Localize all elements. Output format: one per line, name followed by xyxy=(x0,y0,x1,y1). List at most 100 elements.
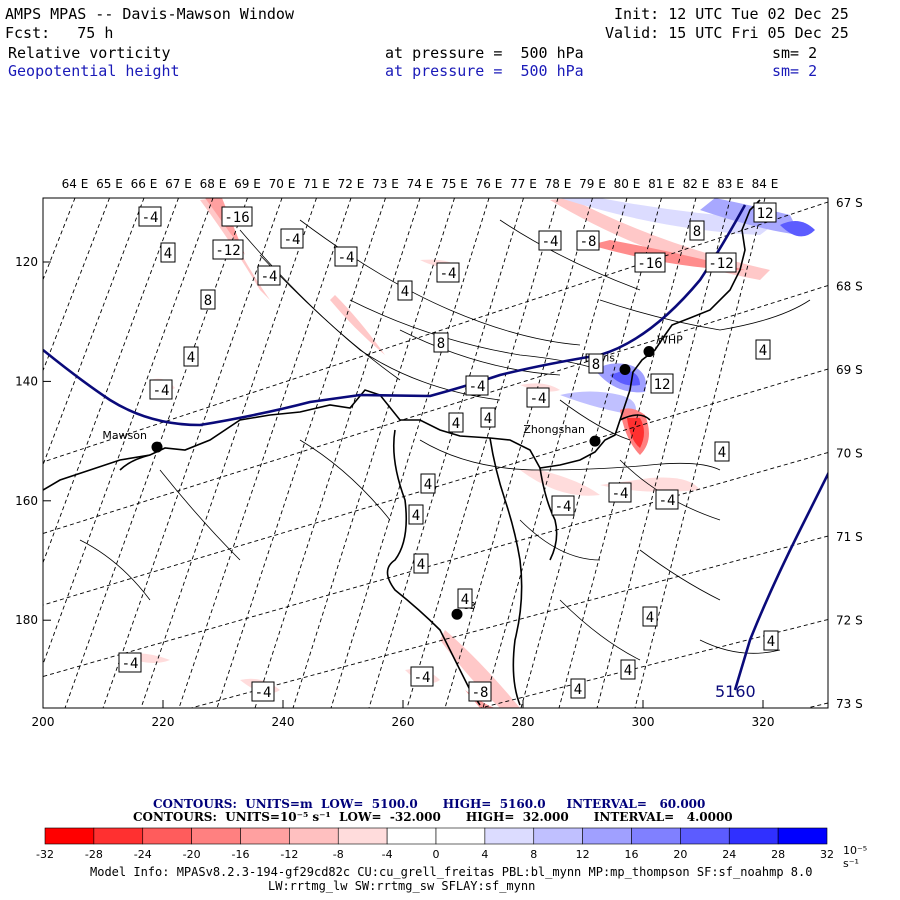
vorticity-label: 4 xyxy=(408,504,424,525)
svg-text:4: 4 xyxy=(164,246,172,262)
x-tick-label: 220 xyxy=(152,715,175,729)
svg-text:-4: -4 xyxy=(338,250,355,266)
x-tick-label: 240 xyxy=(272,715,295,729)
lon-label: 72 E xyxy=(338,177,365,191)
meridian-line xyxy=(43,198,214,666)
meridian-line xyxy=(444,198,593,708)
vorticity-label: 8 xyxy=(689,220,705,241)
meridian-line xyxy=(43,198,179,564)
lat-label: 71 S xyxy=(836,530,863,544)
height-contour-label: 5160 xyxy=(715,682,756,701)
colorbar-value: 20 xyxy=(673,848,688,861)
lon-label: 73 E xyxy=(372,177,399,191)
coastline xyxy=(43,199,761,706)
svg-text:4: 4 xyxy=(461,592,469,608)
svg-text:4: 4 xyxy=(401,284,409,300)
svg-text:4: 4 xyxy=(574,682,582,698)
lon-label: 65 E xyxy=(96,177,123,191)
vorticity-label: 4 xyxy=(642,606,658,627)
svg-text:4: 4 xyxy=(412,508,420,524)
station-label: Zhongshan xyxy=(523,423,585,436)
vorticity-label: -16 xyxy=(221,206,253,227)
colorbar-swatch xyxy=(44,827,95,845)
lon-label: 76 E xyxy=(476,177,503,191)
field2-smoothing: sm= 2 xyxy=(772,62,818,80)
svg-text:-12: -12 xyxy=(215,243,240,259)
vorticity-label: -4 xyxy=(334,246,358,267)
lon-label: 75 E xyxy=(441,177,468,191)
colorbar-swatch xyxy=(386,827,437,845)
colorbar-swatch xyxy=(240,827,290,845)
colorbar-swatch xyxy=(435,827,486,845)
lat-label: 67 S xyxy=(836,196,863,210)
vorticity-label: -4 xyxy=(138,206,162,227)
meridian-line xyxy=(216,198,386,708)
field2-level: at pressure = 500 hPa xyxy=(385,62,584,80)
vorticity-label: 4 xyxy=(620,659,636,680)
svg-text:-4: -4 xyxy=(440,266,457,282)
colorbar-swatch xyxy=(191,827,241,845)
parallel-line xyxy=(43,452,828,677)
height-contour-info: CONTOURS: UNITS=m LOW= 5100.0 HIGH= 5160… xyxy=(153,797,706,811)
lon-label: 79 E xyxy=(579,177,606,191)
vorticity-label: -4 xyxy=(436,262,460,283)
svg-text:-16: -16 xyxy=(637,256,662,272)
vorticity-label: 4 xyxy=(763,630,779,651)
meridian-line xyxy=(43,198,76,281)
svg-text:-4: -4 xyxy=(659,493,676,509)
vorticity-label: 4 xyxy=(755,339,771,360)
svg-text:4: 4 xyxy=(646,610,654,626)
colorbar-swatch xyxy=(93,827,144,845)
colorbar-value: 12 xyxy=(575,848,590,861)
lon-label: 70 E xyxy=(269,177,296,191)
colorbar-value: -24 xyxy=(133,848,152,861)
x-axis: 200 220 240 260 280 300 320 xyxy=(32,700,774,729)
svg-text:-4: -4 xyxy=(469,379,486,395)
svg-text:-4: -4 xyxy=(284,232,301,248)
colorbar-value: -12 xyxy=(280,848,299,861)
meridian-line xyxy=(292,198,455,708)
colorbar-swatch xyxy=(337,827,388,845)
x-tick-label: 200 xyxy=(32,715,55,729)
vorticity-label: -4 xyxy=(410,666,434,687)
vorticity-label: -4 xyxy=(465,375,489,396)
svg-text:8: 8 xyxy=(204,293,212,309)
lon-label: 64 E xyxy=(62,177,89,191)
colorbar-swatch xyxy=(533,827,583,845)
forecast-hour-label: Fcst: 75 h xyxy=(5,25,113,41)
field1-smoothing: sm= 2 xyxy=(772,44,818,62)
colorbar-value: -8 xyxy=(332,848,344,861)
plot-area: MawsonDavisWHPZhongshan83 -4-164-12-4-4-… xyxy=(43,198,828,708)
station-label: Mawson xyxy=(102,429,147,442)
colorbar-value: 0 xyxy=(432,848,440,861)
vorticity-label: 4 xyxy=(480,407,496,428)
y-tick-label: 140 xyxy=(15,374,38,388)
svg-text:12: 12 xyxy=(757,206,774,222)
lon-label: 83 E xyxy=(717,177,744,191)
plot-frame xyxy=(42,197,829,709)
station-dot xyxy=(589,435,601,447)
colorbar-swatch xyxy=(728,827,779,845)
svg-text:4: 4 xyxy=(759,343,767,359)
svg-text:-4: -4 xyxy=(255,685,272,701)
x-tick-label: 260 xyxy=(392,715,415,729)
colorbar-value: -28 xyxy=(84,848,103,861)
vorticity-label: -12 xyxy=(705,252,737,273)
valid-time: Valid: 15 UTC Fri 05 Dec 25 xyxy=(605,25,849,41)
vorticity-label: -8 xyxy=(576,230,600,251)
colorbar-value: -16 xyxy=(231,848,250,861)
y-tick-label: 120 xyxy=(15,255,38,269)
vorticity-label: 8 xyxy=(200,289,216,310)
lon-label: 84 E xyxy=(752,177,779,191)
vorticity-label: -12 xyxy=(212,239,244,260)
svg-text:-4: -4 xyxy=(414,670,431,686)
y-tick-label: 180 xyxy=(15,613,38,627)
init-value: 12 UTC Tue 02 Dec 25 xyxy=(668,5,849,23)
meridian-line xyxy=(558,198,697,708)
vorticity-label: 4 xyxy=(397,280,413,301)
vorticity-contour-info: CONTOURS: UNITS=10⁻⁵ s⁻¹ LOW= -32.000 HI… xyxy=(133,810,733,824)
init-label: Init: xyxy=(614,5,660,23)
svg-text:4: 4 xyxy=(424,477,432,493)
colorbar-swatch xyxy=(484,827,535,845)
vorticity-label: -4 xyxy=(655,489,679,510)
